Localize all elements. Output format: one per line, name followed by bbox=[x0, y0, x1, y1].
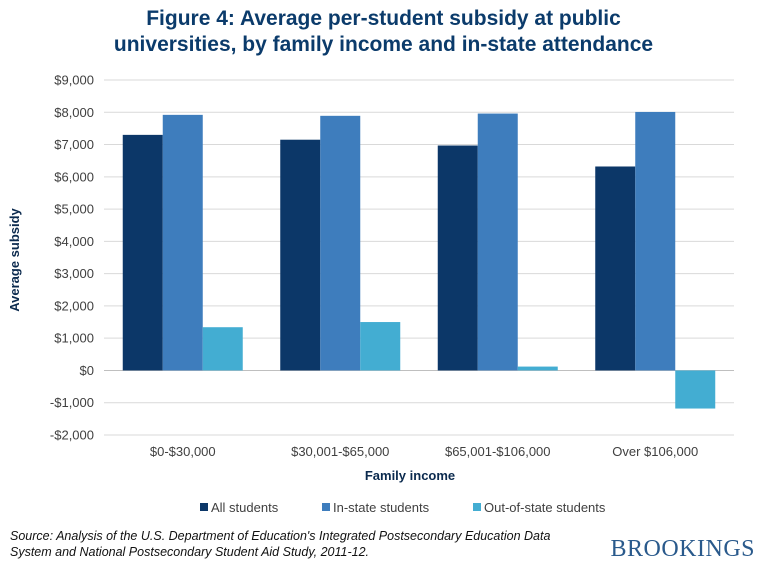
bars bbox=[122, 111, 716, 409]
source-line-2: System and National Postsecondary Studen… bbox=[10, 545, 370, 559]
bar-all-students-0 bbox=[122, 134, 163, 371]
y-tick-label: $7,000 bbox=[54, 137, 94, 152]
y-tick-label: $2,000 bbox=[54, 298, 94, 313]
bar-chart: -$2,000 -$1,000 $0 $1,000 $2,000 $3,000 $4,000… bbox=[7, 73, 734, 515]
y-tick-label: $4,000 bbox=[54, 234, 94, 249]
chart-title-line-1: Figure 4: Average per-student subsidy at… bbox=[146, 7, 621, 30]
y-tick-label: $6,000 bbox=[54, 169, 94, 184]
x-axis-tick-labels: $0-$30,000 $30,001-$65,000 $65,001-$106,00… bbox=[150, 444, 698, 459]
legend: All students In-state students Out-of-stat… bbox=[200, 500, 606, 515]
y-tick-label: $0 bbox=[80, 363, 94, 378]
bar-all-students-3 bbox=[595, 166, 636, 371]
y-tick-label: $1,000 bbox=[54, 331, 94, 346]
bar-in-state-students-0 bbox=[162, 114, 203, 371]
x-axis-title: Family income bbox=[365, 468, 455, 483]
bar-out-of-state-students-2 bbox=[517, 366, 558, 371]
chart-title: Figure 4: Average per-student subsidy at… bbox=[0, 6, 767, 58]
x-tick-label: Over $106,000 bbox=[612, 444, 698, 459]
legend-swatch bbox=[473, 503, 481, 511]
y-axis-tick-labels: -$2,000 -$1,000 $0 $1,000 $2,000 $3,000 $4,000… bbox=[50, 73, 94, 443]
source-note: Source: Analysis of the U.S. Department … bbox=[10, 528, 570, 560]
legend-label: In-state students bbox=[333, 500, 430, 515]
source-line-1: Source: Analysis of the U.S. Department … bbox=[10, 529, 551, 543]
y-axis-title: Average subsidy bbox=[7, 207, 22, 311]
x-tick-label: $0-$30,000 bbox=[150, 444, 216, 459]
y-tick-label: $9,000 bbox=[54, 73, 94, 88]
legend-label: Out-of-state students bbox=[484, 500, 606, 515]
brookings-logo: BROOKINGS bbox=[610, 536, 755, 562]
bar-all-students-1 bbox=[280, 139, 321, 371]
legend-label: All students bbox=[211, 500, 279, 515]
bar-out-of-state-students-3 bbox=[675, 370, 716, 409]
legend-swatch bbox=[322, 503, 330, 511]
bar-out-of-state-students-0 bbox=[202, 327, 243, 371]
y-tick-label: $8,000 bbox=[54, 105, 94, 120]
bar-all-students-2 bbox=[437, 145, 478, 371]
bar-in-state-students-2 bbox=[477, 113, 518, 371]
chart-title-line-2: universities, by family income and in-st… bbox=[113, 33, 654, 56]
x-tick-label: $65,001-$106,000 bbox=[445, 444, 551, 459]
y-tick-label: -$2,000 bbox=[50, 428, 94, 443]
y-tick-label: $3,000 bbox=[54, 266, 94, 281]
bar-in-state-students-1 bbox=[320, 115, 361, 371]
legend-swatch bbox=[200, 503, 208, 511]
bar-in-state-students-3 bbox=[635, 111, 676, 371]
y-tick-label: -$1,000 bbox=[50, 395, 94, 410]
x-tick-label: $30,001-$65,000 bbox=[291, 444, 389, 459]
bar-out-of-state-students-1 bbox=[360, 322, 401, 371]
y-tick-label: $5,000 bbox=[54, 202, 94, 217]
